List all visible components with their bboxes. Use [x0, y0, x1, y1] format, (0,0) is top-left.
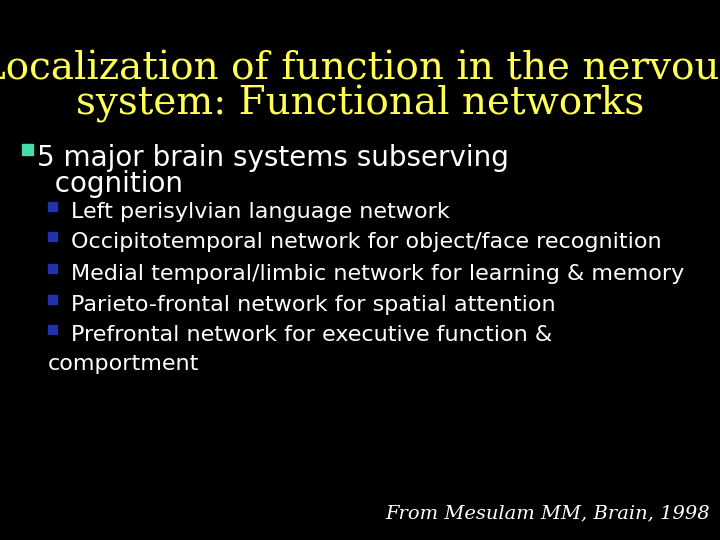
Bar [22, 144, 33, 155]
Text: cognition: cognition [37, 170, 183, 198]
Text: Left perisylvian language network: Left perisylvian language network [71, 202, 450, 222]
Bar [48, 295, 57, 304]
Text: Prefrontal network for executive function &: Prefrontal network for executive functio… [71, 325, 552, 345]
Bar [48, 202, 57, 211]
Text: Occipitotemporal network for object/face recognition: Occipitotemporal network for object/face… [71, 232, 662, 252]
Text: 5 major brain systems subserving: 5 major brain systems subserving [37, 144, 509, 172]
Text: Medial temporal/limbic network for learning & memory: Medial temporal/limbic network for learn… [71, 264, 684, 284]
Text: From Mesulam MM, Brain, 1998: From Mesulam MM, Brain, 1998 [385, 504, 710, 522]
Text: Localization of function in the nervous: Localization of function in the nervous [0, 50, 720, 87]
Text: Parieto-frontal network for spatial attention: Parieto-frontal network for spatial atte… [71, 295, 556, 315]
Bar [48, 264, 57, 273]
Bar [48, 232, 57, 241]
Text: comportment: comportment [48, 354, 199, 374]
Bar [48, 325, 57, 334]
Text: system: Functional networks: system: Functional networks [76, 85, 644, 123]
